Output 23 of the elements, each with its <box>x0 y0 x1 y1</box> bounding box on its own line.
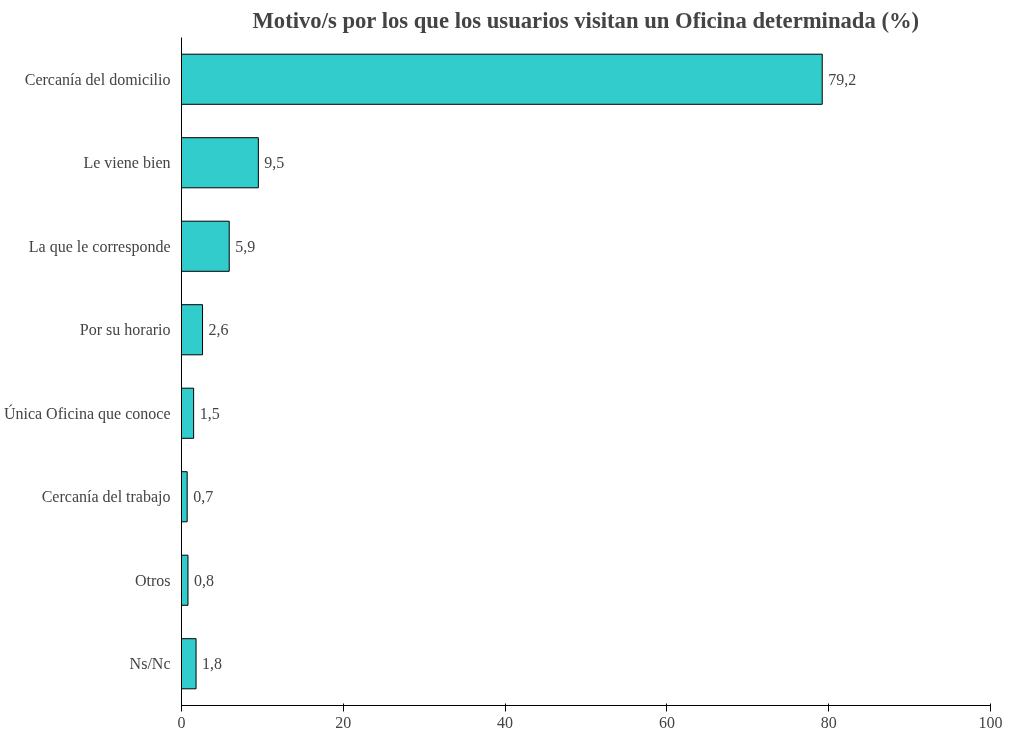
data-label: 0,7 <box>193 488 214 506</box>
x-tick-label: 60 <box>658 713 675 731</box>
y-tick-label: Única Oficina que conoce <box>3 403 171 423</box>
data-label: 1,5 <box>199 404 220 422</box>
data-label: 1,8 <box>202 655 223 673</box>
data-label: 0,8 <box>193 571 214 589</box>
data-label: 5,9 <box>235 237 256 255</box>
x-tick-label: 20 <box>335 713 352 731</box>
y-tick-label: Ns/Nc <box>129 655 171 673</box>
y-tick-label: Cercanía del domicilio <box>24 70 171 88</box>
y-tick-label: La que le corresponde <box>28 237 171 256</box>
chart-title: Motivo/s por los que los usuarios visitan un Oficina determinada (%) <box>252 7 920 33</box>
x-tick-label: 80 <box>820 713 837 731</box>
x-tick-label: 0 <box>177 713 186 731</box>
x-tick-label: 40 <box>497 713 514 731</box>
y-tick-label: Cercanía del trabajo <box>41 488 171 507</box>
data-label: 79,2 <box>828 70 857 88</box>
x-tick-label: 100 <box>978 713 1003 731</box>
y-tick-label: Le viene bien <box>83 154 171 172</box>
data-label: 2,6 <box>208 321 229 339</box>
y-tick-label: Por su horario <box>79 321 171 339</box>
data-label: 9,5 <box>264 154 285 172</box>
y-tick-label: Otros <box>134 571 171 589</box>
